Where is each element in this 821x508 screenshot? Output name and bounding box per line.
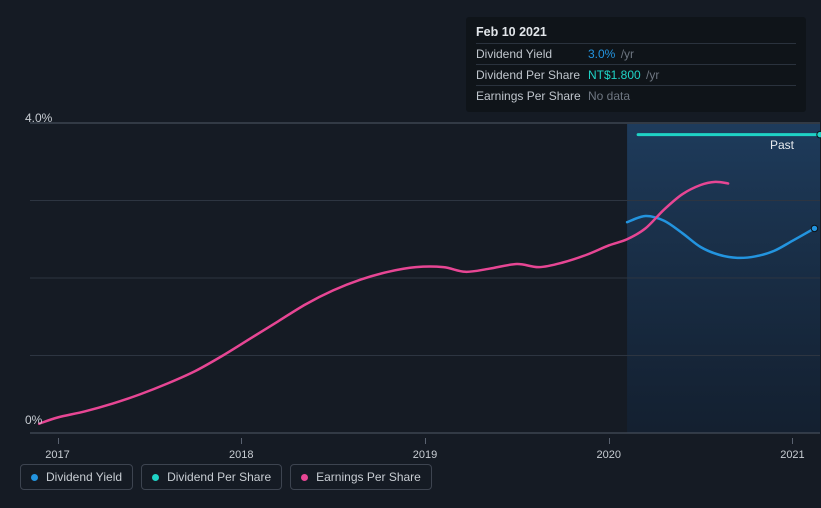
y-axis-label-min: 0%: [25, 413, 42, 427]
x-tick-mark: [241, 438, 242, 444]
tooltip-row: Dividend Per ShareNT$1.800 /yr: [476, 64, 796, 85]
chart-legend: Dividend Yield Dividend Per Share Earnings…: [20, 464, 432, 490]
legend-item-label: Dividend Per Share: [167, 470, 271, 484]
tooltip-row-label: Dividend Yield: [476, 46, 588, 62]
legend-dot-icon: [301, 474, 308, 481]
tooltip-row-value: No data: [588, 88, 630, 104]
tooltip-row-value: NT$1.800 /yr: [588, 67, 659, 83]
tooltip-row-label: Earnings Per Share: [476, 88, 588, 104]
x-tick-mark: [58, 438, 59, 444]
tooltip-row: Earnings Per ShareNo data: [476, 85, 796, 106]
x-tick-label: 2018: [229, 449, 253, 461]
tooltip-row-value: 3.0% /yr: [588, 46, 634, 62]
x-tick-mark: [609, 438, 610, 444]
x-tick-mark: [425, 438, 426, 444]
legend-item-label: Dividend Yield: [46, 470, 122, 484]
legend-item[interactable]: Dividend Per Share: [141, 464, 282, 490]
legend-item[interactable]: Dividend Yield: [20, 464, 133, 490]
chart-tooltip: Feb 10 2021 Dividend Yield3.0% /yrDivide…: [466, 17, 806, 112]
x-tick-label: 2019: [413, 449, 437, 461]
tooltip-row: Dividend Yield3.0% /yr: [476, 43, 796, 64]
x-tick-label: 2021: [780, 449, 804, 461]
legend-item[interactable]: Earnings Per Share: [290, 464, 432, 490]
tooltip-date: Feb 10 2021: [476, 25, 796, 39]
x-tick-label: 2017: [45, 449, 69, 461]
legend-dot-icon: [152, 474, 159, 481]
y-axis-label-max: 4.0%: [25, 111, 52, 125]
x-tick-label: 2020: [596, 449, 620, 461]
past-region-label: Past: [770, 138, 794, 152]
x-tick-mark: [792, 438, 793, 444]
tooltip-row-label: Dividend Per Share: [476, 67, 588, 83]
legend-item-label: Earnings Per Share: [316, 470, 421, 484]
legend-dot-icon: [31, 474, 38, 481]
x-axis: 2017 2018 2019 2020 2021: [30, 435, 820, 465]
